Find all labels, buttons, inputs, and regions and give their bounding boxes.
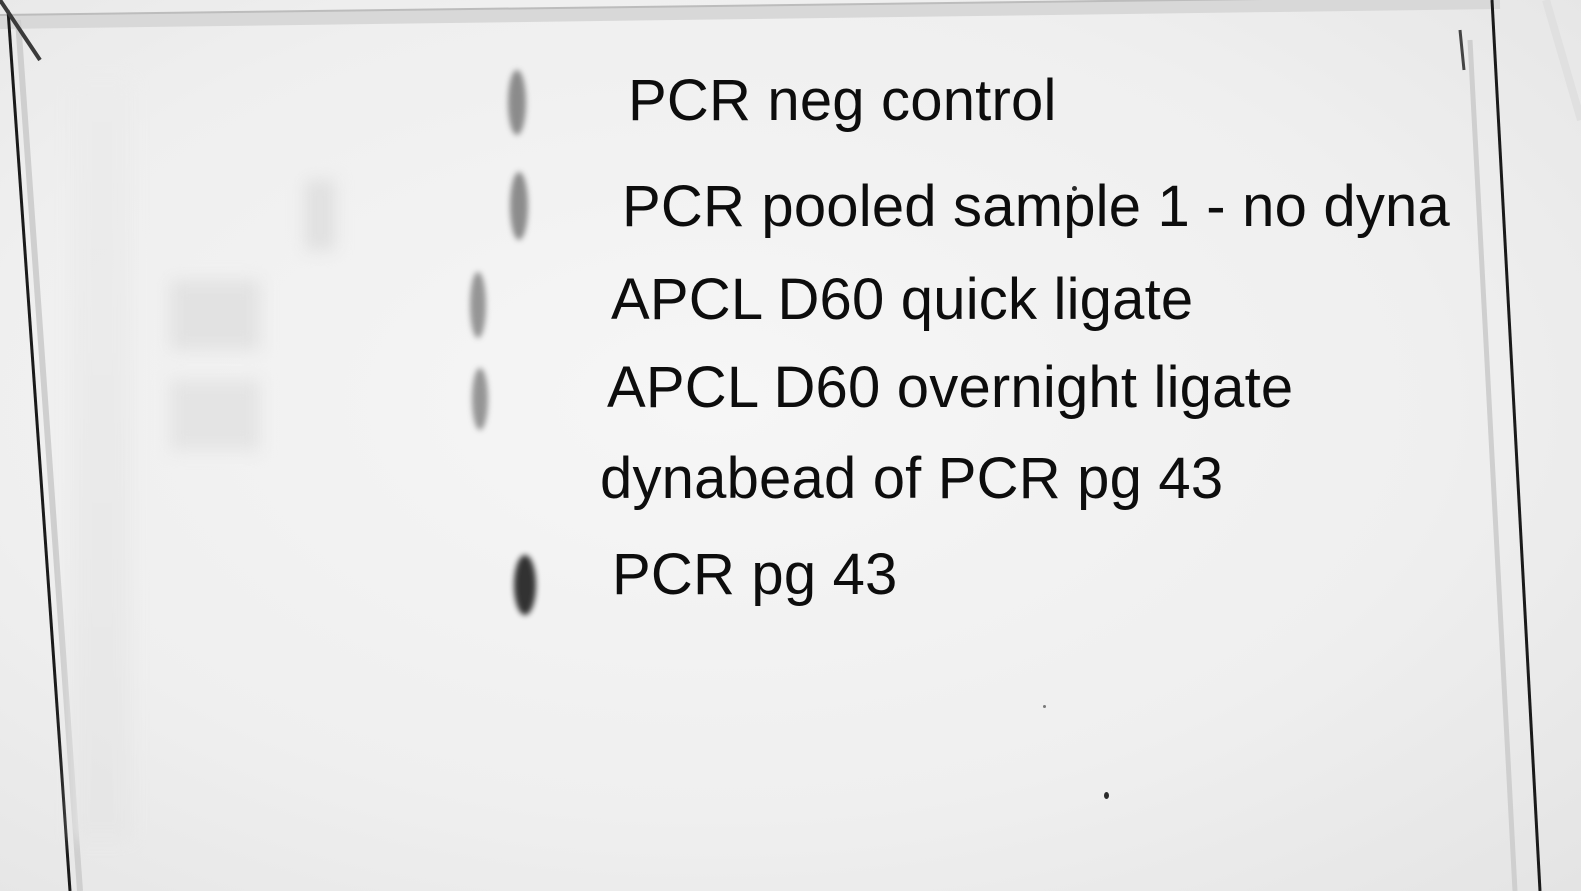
lane-label-1: PCR neg control [628,68,1057,133]
ghost-smear [170,380,260,450]
lane-label-3: APCL D60 quick ligate [611,267,1194,332]
lane-label-4: APCL D60 overnight ligate [607,355,1294,420]
dna-band [514,555,536,615]
speck [1043,705,1046,708]
well-mark [472,368,488,430]
ladder-ghost [72,80,132,840]
ghost-mark [305,180,335,250]
speck [1072,186,1077,191]
lane-label-2: PCR pooled sample 1 - no dyna [622,174,1450,239]
ghost-smear [170,280,260,350]
lane-label-5: dynabead of PCR pg 43 [600,446,1224,511]
well-mark [510,172,528,240]
lane-label-6: PCR pg 43 [612,542,898,607]
well-mark [508,70,526,135]
speck [1104,792,1109,799]
well-mark [470,272,486,338]
